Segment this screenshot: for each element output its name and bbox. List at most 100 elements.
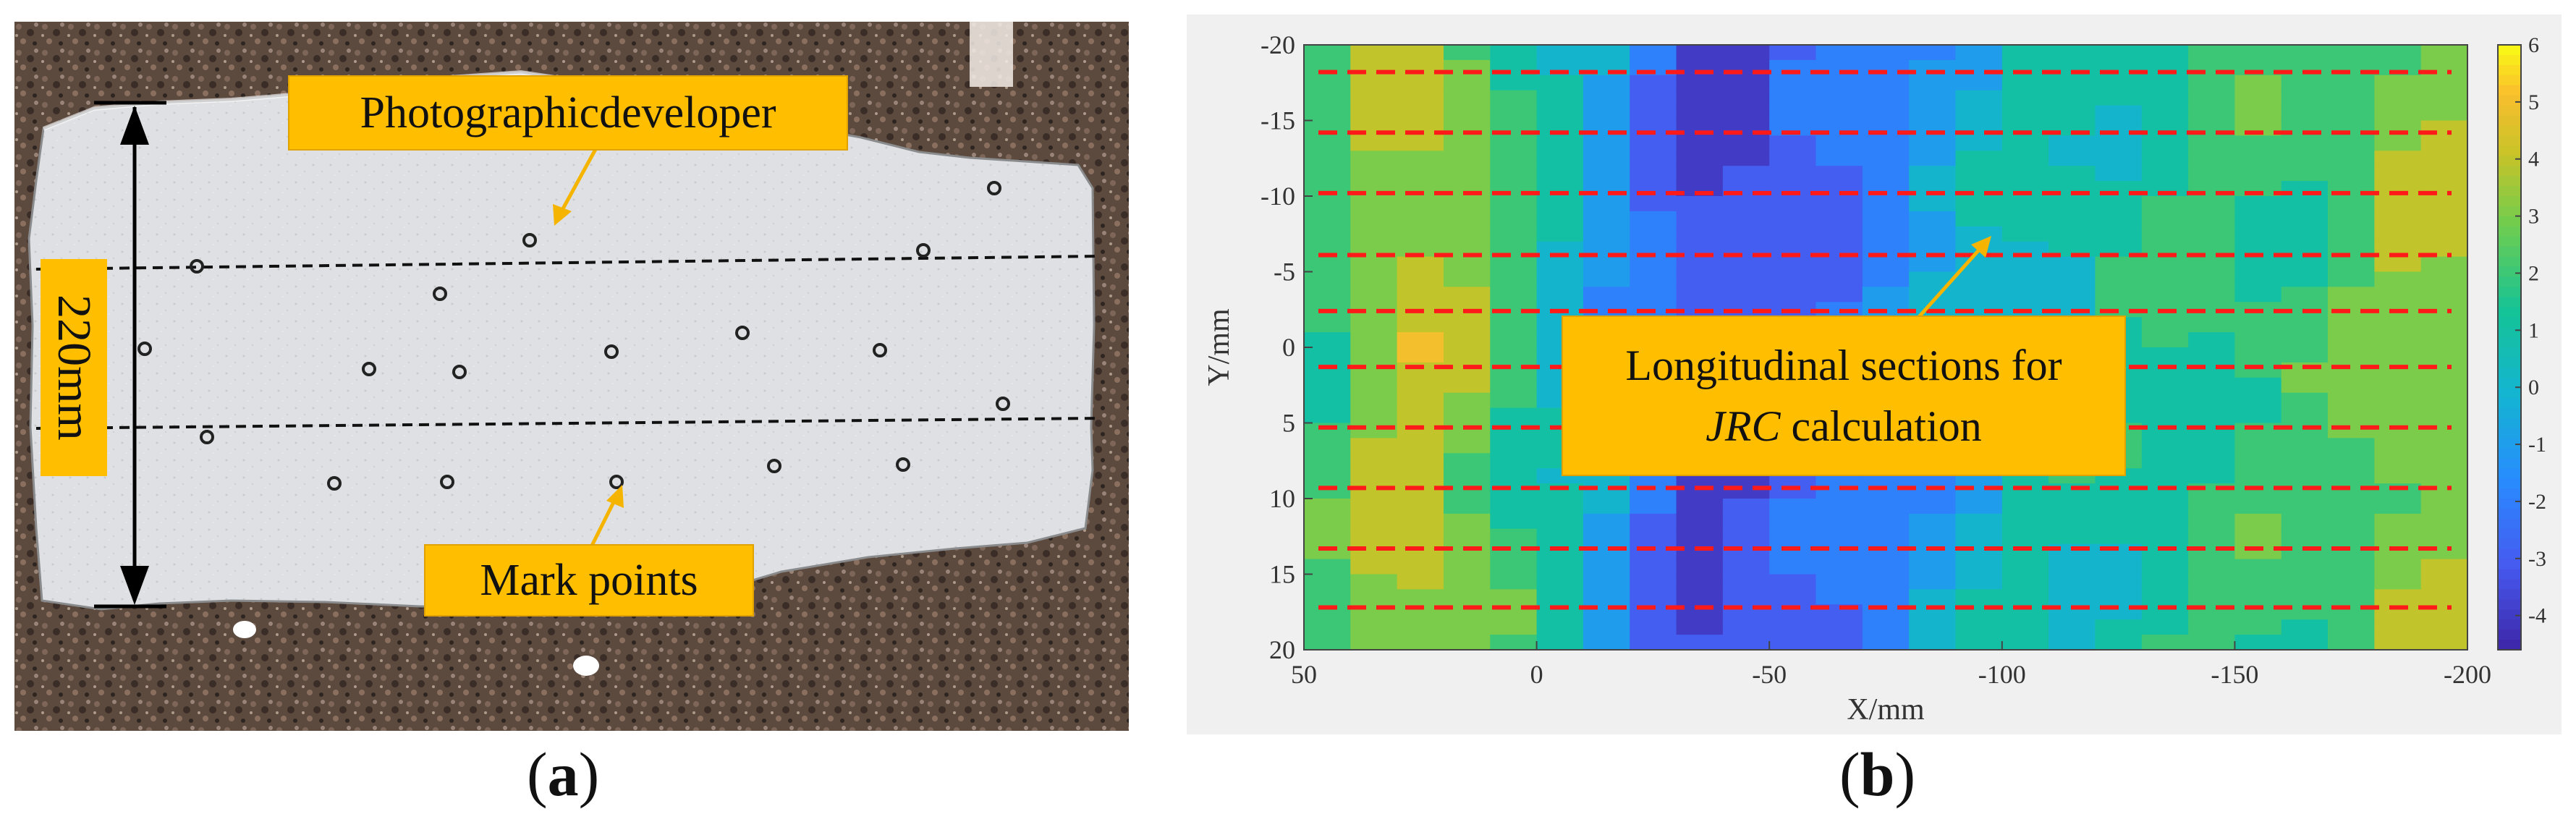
contour-cell — [1816, 513, 1863, 530]
colorbar-cell — [2498, 54, 2521, 66]
contour-cell — [1444, 619, 1491, 636]
contour-cell — [1909, 45, 1957, 61]
contour-cell — [1350, 468, 1398, 485]
contour-cell — [2234, 196, 2282, 212]
contour-cell — [1490, 589, 1538, 606]
contour-cell — [1536, 211, 1584, 227]
contour-cell — [1444, 135, 1491, 152]
contour-cell — [2328, 528, 2376, 545]
contour-cell — [2001, 196, 2050, 212]
contour-cell — [2048, 256, 2096, 273]
contour-cell — [1583, 90, 1631, 106]
contour-cell — [2141, 90, 2190, 106]
contour-cell — [1955, 619, 2003, 636]
contour-cell — [2420, 196, 2468, 212]
contour-cell — [1909, 513, 1957, 530]
contour-cell — [2281, 513, 2329, 530]
mark-point — [873, 343, 887, 357]
contour-cell — [2374, 513, 2422, 530]
contour-cell — [2281, 392, 2329, 409]
contour-cell — [1350, 302, 1398, 318]
contour-cell — [2001, 287, 2050, 303]
contour-cell — [1769, 287, 1817, 303]
contour-cell — [2374, 468, 2422, 485]
contour-cell — [1350, 528, 1398, 545]
contour-cell — [1722, 135, 1771, 152]
contour-cell — [1444, 211, 1491, 227]
colorbar-cell — [2498, 307, 2521, 318]
colorbar-cell — [2498, 176, 2521, 187]
colorbar-cell — [2498, 488, 2521, 499]
contour-cell — [2188, 574, 2236, 590]
contour-cell — [2234, 271, 2282, 288]
contour-cell — [2188, 438, 2236, 454]
contour-cell — [2095, 135, 2143, 152]
contour-cell — [1583, 619, 1631, 636]
rock-sample — [27, 71, 1096, 611]
colorbar-tick-label: 3 — [2528, 205, 2539, 229]
mark-point — [327, 476, 342, 491]
contour-cell — [2420, 302, 2468, 318]
mark-points-callout: Mark points — [424, 544, 754, 616]
contour-cell — [1955, 226, 2003, 242]
mark-point — [200, 430, 214, 444]
contour-cell — [2095, 166, 2143, 182]
contour-cell — [2374, 241, 2422, 258]
panel-a: Photographicdeveloper Mark points 220mm — [0, 0, 1143, 822]
contour-cell — [1304, 423, 1352, 439]
contour-cell — [2141, 151, 2190, 167]
contour-cell — [2374, 287, 2422, 303]
contour-cell — [2141, 407, 2190, 424]
contour-cell — [1769, 543, 1817, 560]
contour-cell — [2420, 166, 2468, 182]
contour-cell — [1630, 226, 1677, 242]
contour-cell — [2141, 256, 2190, 273]
contour-cell — [1630, 196, 1677, 212]
contour-cell — [1862, 135, 1910, 152]
contour-cell — [2141, 211, 2190, 227]
contour-cell — [1490, 151, 1538, 167]
contour-cell — [1816, 75, 1863, 91]
developer-callout-text: Photographicdeveloper — [360, 88, 776, 137]
colorbar-tick-label: 4 — [2528, 148, 2539, 171]
contour-cell — [1722, 635, 1771, 651]
contour-cell — [2001, 271, 2050, 288]
contour-cell — [1304, 574, 1352, 590]
contour-cell — [1676, 619, 1724, 636]
contour-cell — [2281, 90, 2329, 106]
contour-cell — [2281, 453, 2329, 470]
contour-cell — [1536, 528, 1584, 545]
contour-cell — [1490, 377, 1538, 394]
contour-cell — [2141, 135, 2190, 152]
contour-cell — [1722, 151, 1771, 167]
contour-cell — [2328, 559, 2376, 575]
contour-cell — [2188, 211, 2236, 227]
contour-cell — [2420, 287, 2468, 303]
contour-cell — [1304, 105, 1352, 122]
contour-cell — [1909, 528, 1957, 545]
contour-cell — [1955, 589, 2003, 606]
contour-cell — [2328, 196, 2376, 212]
contour-cell — [1444, 499, 1491, 514]
contour-cell — [2328, 105, 2376, 122]
contour-cell — [2048, 135, 2096, 152]
contour-cell — [1955, 287, 2003, 303]
x-tick-label: -100 — [1978, 660, 2026, 689]
contour-cell — [2141, 287, 2190, 303]
contour-cell — [1444, 468, 1491, 485]
contour-cell — [1350, 151, 1398, 167]
contour-cell — [1490, 166, 1538, 182]
contour-cell — [2420, 256, 2468, 273]
contour-cell — [1397, 635, 1444, 651]
contour-cell — [2420, 347, 2468, 363]
colorbar-cell — [2498, 297, 2521, 308]
dashed-line — [35, 417, 1101, 430]
contour-cell — [2420, 75, 2468, 91]
contour-cell — [1676, 559, 1724, 575]
contour-cell — [1304, 619, 1352, 636]
light-reflection — [970, 22, 1013, 87]
contour-cell — [1676, 635, 1724, 651]
contour-cell — [2234, 226, 2282, 242]
contour-cell — [1722, 196, 1771, 212]
contour-cell — [2188, 332, 2236, 348]
